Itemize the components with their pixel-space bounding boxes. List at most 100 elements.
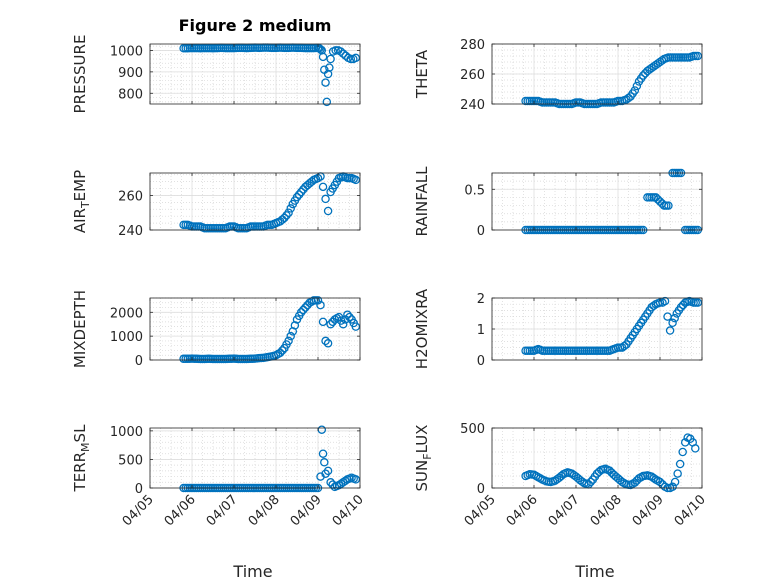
data-point — [346, 54, 356, 64]
y-tick-label: 0 — [477, 482, 485, 497]
data-point — [624, 337, 633, 346]
data-point — [578, 346, 587, 355]
data-point — [311, 296, 321, 305]
data-point — [215, 224, 224, 233]
y-tick-label: 0 — [477, 354, 485, 369]
data-point — [307, 177, 316, 186]
data-point — [527, 96, 537, 106]
y-tick-label: 240 — [118, 224, 143, 239]
data-point — [674, 306, 684, 315]
data-point — [181, 44, 190, 53]
data-point — [668, 482, 677, 492]
panel-h2omixra: 0 1 2 H2OMIXRA — [413, 288, 703, 369]
data-point — [332, 177, 342, 186]
data-point — [632, 324, 642, 334]
data-point — [594, 346, 604, 355]
data-point — [323, 339, 333, 348]
data-point — [540, 476, 549, 485]
y-axis-label: H2OMIXRA — [413, 288, 431, 369]
data-point — [206, 43, 216, 53]
axes-box — [149, 43, 361, 105]
y-label-part: H2OMIXRA — [413, 288, 431, 369]
y-axis-label: AIRTEMP — [71, 170, 92, 233]
data-point — [561, 346, 570, 355]
data-point — [181, 354, 190, 364]
data-point — [561, 469, 570, 478]
data-point — [691, 51, 700, 61]
data-point — [578, 477, 587, 486]
data-point — [645, 193, 654, 202]
data-point — [527, 346, 537, 355]
y-tick-label: 1000 — [110, 44, 143, 59]
data-point — [569, 346, 579, 355]
panel-mixdepth: 0 1000 2000 MIXDEPTH — [71, 290, 361, 369]
data-point — [231, 354, 241, 364]
data-point — [628, 89, 637, 98]
data-point — [523, 346, 532, 355]
axes-box — [149, 297, 361, 361]
data-point — [536, 97, 545, 107]
data-point — [670, 313, 679, 323]
data-point — [569, 99, 579, 108]
data-point — [527, 470, 537, 479]
data-point — [269, 351, 279, 361]
data-point — [603, 346, 612, 355]
axes-box — [149, 427, 361, 489]
y-label-part: TERR — [71, 452, 89, 493]
panel-rainfall: 0 0.5 RAINFALL — [413, 166, 703, 239]
data-point — [206, 224, 216, 233]
data-point — [223, 223, 232, 232]
data-point — [278, 215, 287, 224]
data-point — [349, 174, 358, 184]
y-tick-label: 1 — [477, 323, 485, 338]
data-point — [294, 190, 304, 199]
data-point — [657, 56, 667, 65]
series-sun_flux — [521, 433, 700, 493]
y-label-subscript: F — [421, 453, 434, 459]
data-point — [674, 53, 684, 62]
data-point — [540, 98, 549, 107]
y-label-part: SL — [71, 424, 89, 443]
y-tick-label: 1000 — [110, 425, 143, 440]
data-point — [318, 182, 328, 192]
data-point — [261, 221, 270, 230]
data-point — [662, 201, 671, 210]
data-point — [318, 317, 328, 327]
data-point — [323, 206, 333, 216]
data-point — [645, 471, 654, 481]
y-label-part: PRESSURE — [71, 35, 89, 114]
y-tick-label: 900 — [118, 66, 143, 81]
data-point — [657, 199, 667, 208]
y-label-part: MIXDEPTH — [71, 290, 89, 368]
y-axis-label: RAINFALL — [413, 166, 431, 237]
data-point — [231, 223, 241, 232]
data-point — [662, 54, 671, 63]
data-point — [284, 208, 293, 217]
data-point — [236, 224, 245, 233]
data-point — [210, 224, 220, 233]
data-point — [326, 478, 335, 487]
data-point — [615, 96, 625, 106]
y-tick-label: 260 — [118, 189, 143, 204]
data-point — [349, 474, 358, 483]
data-point — [321, 194, 330, 204]
data-point — [326, 54, 335, 64]
data-point — [573, 98, 583, 107]
data-point — [185, 43, 195, 53]
data-point — [691, 444, 700, 453]
x-axis-label: Time — [574, 562, 614, 581]
data-point — [326, 319, 335, 329]
data-point — [641, 471, 650, 480]
data-point — [675, 459, 685, 469]
data-point — [202, 354, 211, 364]
y-tick-label: 0 — [135, 354, 143, 369]
y-axis-label: PRESSURE — [71, 35, 89, 114]
data-point — [282, 211, 291, 220]
data-point — [336, 479, 346, 488]
data-point — [321, 78, 330, 87]
data-point — [325, 63, 334, 72]
data-point — [215, 354, 224, 364]
y-tick-label: 240 — [460, 98, 485, 113]
